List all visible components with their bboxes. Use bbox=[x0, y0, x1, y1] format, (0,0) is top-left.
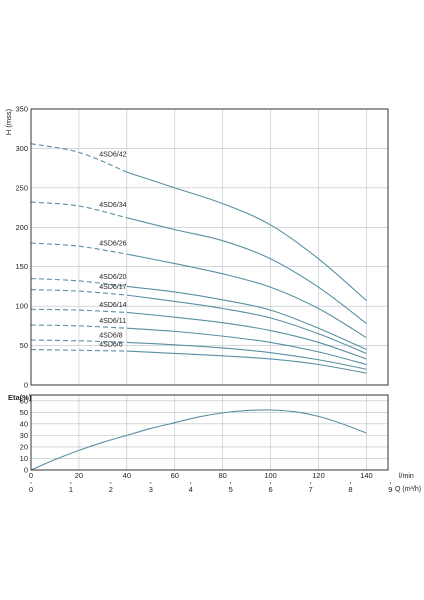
head-curve-solid-segment bbox=[126, 171, 367, 302]
flow-lmin-tick-label: 40 bbox=[123, 471, 131, 480]
head-curve-4sd6-6 bbox=[30, 348, 367, 374]
head-series-label: 4SD6/6 bbox=[99, 342, 122, 349]
flow-lmin-tick-label: 140 bbox=[360, 471, 373, 480]
efficiency-series-group bbox=[30, 409, 367, 471]
head-curve-dashed-segment bbox=[30, 324, 127, 329]
head-curve-dashed-segment bbox=[30, 143, 128, 173]
efficiency-y-tick-label: 10 bbox=[20, 454, 28, 463]
head-curve-solid-segment bbox=[126, 217, 367, 324]
flow-lmin-unit-label: l/min bbox=[399, 473, 414, 480]
head-y-tick-label: 100 bbox=[15, 302, 28, 311]
head-curve-dashed-segment bbox=[30, 289, 127, 296]
flow-m3h-tick-label: 9 bbox=[388, 485, 392, 494]
head-curve-solid-segment bbox=[126, 341, 367, 370]
flow-lmin-tick-label: 0 bbox=[29, 471, 33, 480]
head-series-labels: 4SD6/42 4SD6/34 4SD6/26 4SD6/20 4SD6/17 4SD6/… bbox=[99, 152, 126, 349]
head-curve-solid-segment bbox=[126, 327, 367, 366]
efficiency-curve bbox=[30, 409, 367, 471]
head-y-axis-label: H (mss) bbox=[4, 108, 13, 135]
head-curve-dashed-segment bbox=[30, 308, 127, 313]
efficiency-grid bbox=[31, 395, 388, 470]
flow-lmin-tick-label: 100 bbox=[264, 471, 277, 480]
flow-m3h-tick-label: 7 bbox=[308, 485, 312, 494]
flow-m3h-unit-label: Q (m³/h) bbox=[395, 486, 421, 493]
head-series-label: 4SD6/42 bbox=[99, 152, 126, 159]
head-series-label: 4SD6/34 bbox=[99, 202, 126, 209]
efficiency-plot-frame bbox=[30, 394, 389, 471]
flow-lmin-tick-labels: 0 20 40 60 80 100 120 140 bbox=[29, 471, 373, 480]
efficiency-y-tick-label: 0 bbox=[24, 466, 28, 475]
head-plot-frame bbox=[30, 108, 389, 386]
flow-m3h-tick-label: 1 bbox=[69, 485, 73, 494]
head-curve-solid-segment bbox=[126, 294, 367, 354]
flow-m3h-tick-label: 3 bbox=[149, 485, 153, 494]
head-curve-4sd6-42 bbox=[30, 143, 367, 302]
flow-m3h-tick-label: 6 bbox=[269, 485, 273, 494]
head-curve-dashed-segment bbox=[30, 348, 127, 352]
head-grid bbox=[31, 108, 388, 385]
flow-m3h-tick-label: 0 bbox=[29, 485, 33, 494]
efficiency-y-tick-label: 20 bbox=[20, 442, 28, 451]
head-curve-4sd6-11 bbox=[30, 324, 367, 366]
head-y-tick-label: 50 bbox=[20, 341, 28, 350]
head-chart: 4SD6/42 4SD6/34 4SD6/26 4SD6/20 4SD6/17 4SD6/… bbox=[4, 105, 389, 390]
flow-lmin-tick-label: 20 bbox=[75, 471, 83, 480]
head-y-tick-label: 200 bbox=[15, 223, 28, 232]
efficiency-y-tick-label: 60 bbox=[20, 396, 28, 405]
head-y-tick-label: 300 bbox=[15, 144, 28, 153]
flow-m3h-tick-label: 5 bbox=[229, 485, 233, 494]
head-curve-dashed-segment bbox=[30, 339, 127, 343]
head-curve-4sd6-26 bbox=[30, 242, 367, 339]
flow-lmin-tick-label: 80 bbox=[219, 471, 227, 480]
flow-m3h-tick-label: 8 bbox=[348, 485, 352, 494]
head-y-tick-label: 150 bbox=[15, 262, 28, 271]
efficiency-y-tick-label: 30 bbox=[20, 431, 28, 440]
head-curve-dashed-segment bbox=[30, 277, 127, 287]
flow-m3h-tick-label: 4 bbox=[189, 485, 193, 494]
head-series-label: 4SD6/11 bbox=[99, 318, 126, 325]
head-series-label: 4SD6/20 bbox=[99, 274, 126, 281]
head-series-label: 4SD6/14 bbox=[99, 302, 126, 309]
flow-m3h-tick-label: 2 bbox=[109, 485, 113, 494]
flow-lmin-tick-label: 120 bbox=[312, 471, 325, 480]
head-curve-dashed-segment bbox=[30, 242, 127, 255]
head-curve-4sd6-14 bbox=[30, 308, 367, 360]
head-curve-4sd6-34 bbox=[30, 201, 367, 324]
head-series-group bbox=[30, 143, 367, 374]
head-curve-dashed-segment bbox=[30, 201, 127, 219]
head-y-tick-labels: 0 50 100 150 200 250 300 350 bbox=[15, 105, 28, 390]
head-curve-solid-segment bbox=[126, 350, 367, 374]
head-curve-4sd6-8 bbox=[30, 339, 367, 370]
head-series-label: 4SD6/8 bbox=[99, 333, 122, 340]
efficiency-y-axis-label: Eta(%) bbox=[8, 393, 32, 402]
head-series-label: 4SD6/17 bbox=[99, 284, 126, 291]
head-series-label: 4SD6/26 bbox=[99, 241, 126, 248]
efficiency-y-tick-label: 50 bbox=[20, 408, 28, 417]
head-curve-solid-segment bbox=[126, 253, 367, 339]
head-curve-solid-segment bbox=[126, 285, 367, 351]
efficiency-y-tick-labels: 0 10 20 30 40 50 60 bbox=[20, 396, 28, 474]
head-curve-4sd6-17 bbox=[30, 289, 367, 354]
head-curve-4sd6-20 bbox=[30, 277, 367, 351]
head-y-tick-label: 350 bbox=[15, 105, 28, 114]
efficiency-y-tick-label: 40 bbox=[20, 419, 28, 428]
flow-lmin-tick-label: 60 bbox=[171, 471, 179, 480]
flow-m3h-tick-labels: 0 1 2 3 4 5 6 7 8 9 bbox=[29, 482, 392, 494]
head-y-tick-label: 0 bbox=[24, 381, 28, 390]
head-curve-solid-segment bbox=[126, 311, 367, 360]
head-y-tick-label: 250 bbox=[15, 183, 28, 192]
